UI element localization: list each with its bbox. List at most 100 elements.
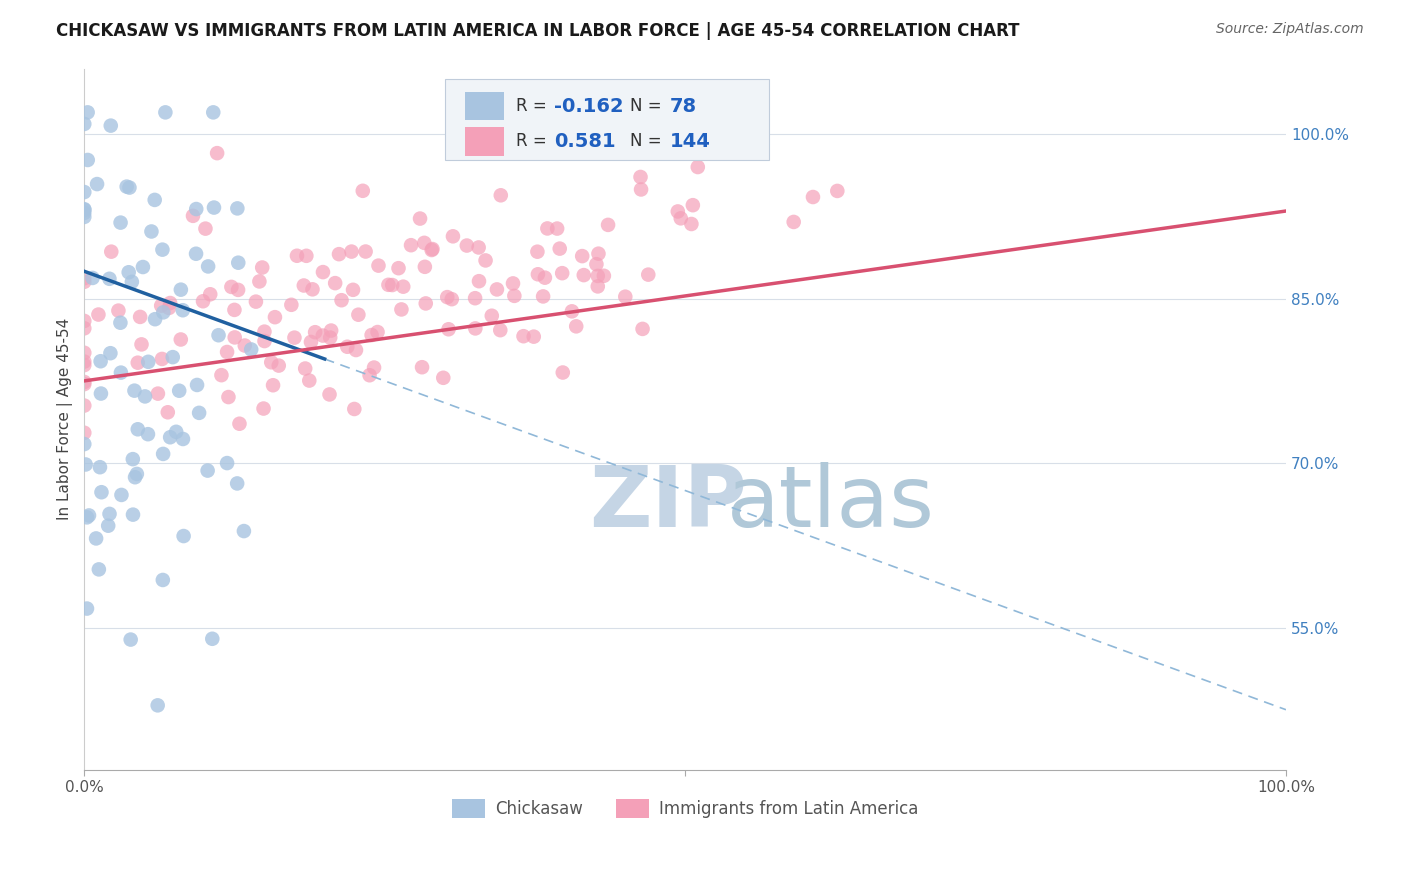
Point xyxy=(467,240,489,254)
Point xyxy=(301,282,323,296)
Point xyxy=(124,470,146,484)
Point xyxy=(354,244,377,259)
Point xyxy=(217,456,239,470)
Point xyxy=(474,253,496,268)
Point xyxy=(413,235,436,250)
Point xyxy=(531,289,554,303)
Text: Source: ZipAtlas.com: Source: ZipAtlas.com xyxy=(1216,22,1364,37)
Point xyxy=(669,211,692,226)
Point xyxy=(76,153,98,167)
Point xyxy=(228,417,250,431)
Point xyxy=(73,425,96,440)
Point xyxy=(415,296,437,310)
Text: 78: 78 xyxy=(669,96,696,116)
Point xyxy=(593,268,616,283)
Point xyxy=(73,271,96,285)
Point xyxy=(330,293,353,308)
Point xyxy=(97,518,120,533)
Point xyxy=(321,324,343,338)
Point xyxy=(191,294,214,309)
Point xyxy=(283,331,305,345)
Point xyxy=(181,209,204,223)
Text: CHICKASAW VS IMMIGRANTS FROM LATIN AMERICA IN LABOR FORCE | AGE 45-54 CORRELATIO: CHICKASAW VS IMMIGRANTS FROM LATIN AMERI… xyxy=(56,22,1019,40)
Text: 0.581: 0.581 xyxy=(554,132,616,151)
Point xyxy=(536,221,558,235)
Point xyxy=(299,334,322,349)
Point xyxy=(436,290,458,304)
Point xyxy=(689,128,711,142)
Point xyxy=(73,375,96,389)
Point xyxy=(159,296,181,310)
Point xyxy=(359,368,381,383)
Text: atlas: atlas xyxy=(727,462,935,545)
Point xyxy=(207,328,229,343)
Point xyxy=(801,190,824,204)
FancyBboxPatch shape xyxy=(444,79,769,160)
Point xyxy=(420,243,443,257)
Point xyxy=(110,316,132,330)
Point xyxy=(387,261,409,276)
Point xyxy=(90,386,112,401)
Point xyxy=(666,204,689,219)
Point xyxy=(73,314,96,328)
Point xyxy=(226,476,249,491)
Point xyxy=(252,401,274,416)
Point xyxy=(73,354,96,368)
Point xyxy=(110,366,132,380)
Point xyxy=(73,437,96,451)
Text: R =: R = xyxy=(516,97,551,115)
Point xyxy=(392,279,415,293)
Point xyxy=(682,198,704,212)
Point xyxy=(367,259,389,273)
Point xyxy=(87,562,110,576)
Point xyxy=(240,343,263,357)
Point xyxy=(73,275,96,289)
Point xyxy=(586,268,609,283)
Point xyxy=(118,180,141,194)
Point xyxy=(172,432,194,446)
Point xyxy=(73,202,96,217)
Point xyxy=(118,265,141,279)
Point xyxy=(224,302,246,317)
Point xyxy=(100,346,122,360)
Point xyxy=(125,467,148,481)
Point xyxy=(489,323,512,337)
Point xyxy=(89,460,111,475)
Point xyxy=(318,387,340,401)
Point xyxy=(100,119,122,133)
Point xyxy=(141,225,163,239)
Point xyxy=(77,508,100,523)
Point xyxy=(173,529,195,543)
Point xyxy=(73,117,96,131)
Point xyxy=(82,271,104,285)
Point xyxy=(217,390,239,404)
Point xyxy=(630,169,652,184)
Point xyxy=(202,105,225,120)
Point xyxy=(253,325,276,339)
Point xyxy=(381,278,404,293)
Point xyxy=(217,345,239,359)
Point xyxy=(596,218,619,232)
Bar xyxy=(465,92,503,120)
Point xyxy=(157,301,180,315)
Point xyxy=(226,283,249,297)
Point xyxy=(422,242,444,256)
Point xyxy=(226,256,249,270)
Point xyxy=(110,216,132,230)
Point xyxy=(233,338,256,352)
Point xyxy=(156,405,179,419)
Point xyxy=(637,268,659,282)
Point xyxy=(172,303,194,318)
Point xyxy=(585,257,607,271)
Point xyxy=(294,361,316,376)
Point xyxy=(551,266,574,280)
Point xyxy=(523,329,546,343)
Point xyxy=(464,291,486,305)
Point xyxy=(250,260,273,275)
Point xyxy=(232,524,254,538)
Point xyxy=(107,303,129,318)
Point xyxy=(129,310,152,324)
Point xyxy=(347,308,370,322)
Point xyxy=(159,430,181,444)
Point xyxy=(127,422,149,436)
